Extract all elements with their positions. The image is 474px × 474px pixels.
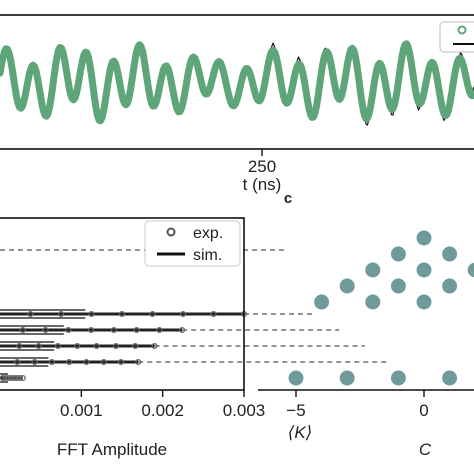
- fft-exp-point: [179, 310, 187, 318]
- fft-legend-exp-label: exp.: [193, 225, 223, 242]
- time-trace-frame: [0, 14, 474, 150]
- fft-exp-point: [83, 358, 90, 366]
- level-point: [390, 246, 406, 262]
- fft-exp-point: [19, 374, 26, 382]
- fft-exp-point: [42, 326, 49, 334]
- time-trace-legend: [439, 21, 474, 53]
- fft-exp-point: [112, 342, 119, 350]
- fft-exp-point: [19, 326, 26, 334]
- time-trace-panel: 250 t (ns): [0, 14, 474, 194]
- exp-trace-line: [0, 40, 474, 125]
- level-point: [467, 262, 474, 278]
- level-point: [314, 294, 330, 310]
- fft-axis-label: FFT Amplitude: [57, 440, 167, 459]
- fft-exp-point: [100, 358, 107, 366]
- fft-exp-point: [65, 326, 72, 334]
- level-point: [365, 262, 381, 278]
- fft-exp-point: [118, 310, 126, 318]
- legend-exp-marker: [457, 25, 467, 35]
- fft-legend-sim-label: sim.: [193, 247, 222, 264]
- level-connectors: [0, 249, 391, 363]
- fft-exp-point: [16, 374, 23, 382]
- level-point: [339, 278, 355, 294]
- cut-off-panel-label: C: [419, 440, 432, 459]
- fft-exp-point: [132, 342, 139, 350]
- fft-exp-point: [179, 326, 186, 334]
- fft-exp-point: [210, 310, 217, 318]
- level-x-ticks: −5 0: [286, 390, 429, 420]
- level-points: [288, 230, 474, 386]
- fft-spectrum: [0, 309, 248, 383]
- level-point: [416, 294, 432, 310]
- fft-exp-point: [54, 342, 61, 350]
- level-point: [390, 370, 406, 386]
- fft-exp-point: [88, 326, 95, 334]
- level-tick-label: 0: [419, 401, 428, 420]
- fft-exp-point: [16, 342, 23, 350]
- level-point: [288, 370, 304, 386]
- fft-exp-point: [88, 310, 95, 318]
- fft-exp-point: [110, 326, 117, 334]
- time-axis-label: t (ns): [243, 175, 282, 194]
- level-diagram-panel: −5 0 ⟨K⟩: [258, 230, 474, 442]
- level-point: [416, 230, 432, 246]
- fft-exp-point: [27, 310, 34, 318]
- level-point: [339, 370, 355, 386]
- fft-exp-point: [5, 374, 12, 382]
- fft-exp-point: [8, 374, 15, 382]
- fft-frame: [0, 217, 245, 391]
- fft-exp-point: [14, 358, 21, 366]
- fft-exp-point: [48, 358, 55, 366]
- fft-tick-label: 0.002: [141, 401, 184, 420]
- fft-panel: 0.001 0.002 0.003 FFT Amplitude exp. sim.: [0, 217, 265, 459]
- fft-legend-exp-marker: [166, 227, 176, 237]
- level-point: [390, 278, 406, 294]
- level-point: [442, 246, 458, 262]
- fft-exp-point: [0, 374, 6, 382]
- fft-exp-point: [74, 342, 81, 350]
- fft-exp-point: [149, 310, 156, 318]
- fft-exp-point: [117, 358, 125, 366]
- fft-tick-label: 0.003: [223, 401, 266, 420]
- fft-exp-point: [57, 310, 65, 318]
- level-point: [442, 278, 458, 294]
- fft-exp-point: [156, 326, 163, 334]
- fft-x-ticks: 0.001 0.002 0.003: [60, 390, 265, 420]
- fft-exp-point: [31, 358, 38, 366]
- fft-exp-point: [93, 342, 100, 350]
- level-point: [416, 262, 432, 278]
- level-point: [365, 294, 381, 310]
- fft-exp-point: [2, 374, 9, 382]
- fft-exp-point: [135, 358, 142, 366]
- fft-exp-point: [35, 342, 42, 350]
- fft-exp-point: [151, 342, 158, 350]
- fft-exp-point: [66, 358, 73, 366]
- panel-letter-c: c: [284, 190, 292, 207]
- fft-tick-label: 0.001: [60, 401, 103, 420]
- level-point: [442, 370, 458, 386]
- fft-exp-point: [133, 326, 140, 334]
- level-tick-label: −5: [286, 401, 305, 420]
- fft-exp-point: [14, 374, 21, 382]
- fft-exp-point: [11, 374, 18, 382]
- time-tick-label: 250: [248, 157, 276, 176]
- level-axis-label: ⟨K⟩: [288, 423, 313, 442]
